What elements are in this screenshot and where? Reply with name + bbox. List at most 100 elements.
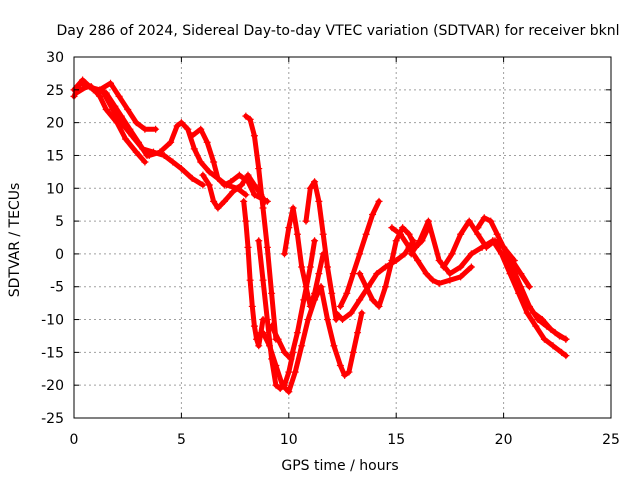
data-point-plus-marker bbox=[306, 263, 314, 271]
data-point-plus-marker bbox=[188, 132, 196, 140]
data-point-plus-marker bbox=[253, 335, 261, 343]
data-point-plus-marker bbox=[311, 178, 319, 186]
data-point-plus-marker bbox=[306, 184, 314, 192]
series-trace bbox=[260, 284, 324, 395]
series-sat-w bbox=[489, 237, 570, 360]
data-point-plus-marker bbox=[255, 342, 263, 350]
y-tick-label: 30 bbox=[46, 50, 64, 66]
data-point-plus-marker bbox=[98, 86, 106, 94]
data-point-plus-marker bbox=[304, 316, 312, 324]
data-point-plus-marker bbox=[177, 119, 185, 127]
data-point-plus-marker bbox=[145, 151, 153, 159]
data-point-plus-marker bbox=[272, 361, 280, 369]
data-point-plus-marker bbox=[396, 230, 404, 238]
data-point-plus-marker bbox=[285, 368, 293, 376]
data-point-plus-marker bbox=[229, 188, 237, 196]
data-point-plus-marker bbox=[240, 197, 248, 205]
series-sat-m bbox=[281, 204, 327, 310]
data-point-plus-marker bbox=[169, 158, 177, 166]
data-point-plus-marker bbox=[332, 309, 340, 317]
data-point-plus-marker bbox=[525, 283, 533, 291]
data-point-plus-marker bbox=[407, 250, 415, 258]
data-point-plus-marker bbox=[435, 279, 443, 287]
grid bbox=[74, 57, 611, 418]
data-point-plus-marker bbox=[311, 237, 319, 245]
data-point-plus-marker bbox=[109, 106, 117, 114]
y-tick-label: 5 bbox=[55, 214, 64, 230]
data-point-plus-marker bbox=[128, 132, 136, 140]
data-point-plus-marker bbox=[298, 263, 306, 271]
y-tick-label: 10 bbox=[46, 181, 64, 197]
data-point-plus-marker bbox=[401, 250, 409, 258]
data-point-plus-marker bbox=[115, 92, 123, 100]
data-point-plus-marker bbox=[199, 181, 207, 189]
data-point-plus-marker bbox=[562, 335, 570, 343]
data-point-plus-marker bbox=[493, 230, 501, 238]
data-point-plus-marker bbox=[210, 197, 218, 205]
data-point-plus-marker bbox=[177, 165, 185, 173]
series-trace bbox=[243, 113, 279, 342]
data-point-plus-marker bbox=[197, 125, 205, 133]
data-point-plus-marker bbox=[242, 217, 250, 225]
data-point-plus-marker bbox=[562, 352, 570, 360]
y-tick-label: 15 bbox=[46, 148, 64, 164]
data-point-plus-marker bbox=[246, 115, 254, 123]
series-trace bbox=[269, 238, 318, 362]
data-point-plus-marker bbox=[302, 217, 310, 225]
data-point-plus-marker bbox=[311, 289, 319, 297]
data-series-group bbox=[70, 76, 570, 396]
data-point-plus-marker bbox=[500, 243, 508, 251]
data-point-plus-marker bbox=[124, 106, 132, 114]
data-point-plus-marker bbox=[328, 289, 336, 297]
data-point-plus-marker bbox=[255, 165, 263, 173]
data-point-plus-marker bbox=[349, 348, 357, 356]
data-point-plus-marker bbox=[291, 368, 299, 376]
data-point-plus-marker bbox=[446, 276, 454, 284]
series-sat-p bbox=[336, 197, 383, 310]
data-point-plus-marker bbox=[435, 256, 443, 264]
data-point-plus-marker bbox=[205, 181, 213, 189]
data-point-plus-marker bbox=[214, 174, 222, 182]
data-point-plus-marker bbox=[373, 270, 381, 278]
data-point-plus-marker bbox=[220, 197, 228, 205]
series-sat-g bbox=[199, 171, 269, 212]
data-point-plus-marker bbox=[555, 332, 563, 340]
data-point-plus-marker bbox=[259, 329, 267, 337]
data-point-plus-marker bbox=[281, 348, 289, 356]
data-point-plus-marker bbox=[184, 125, 192, 133]
data-point-plus-marker bbox=[141, 125, 149, 133]
data-point-plus-marker bbox=[429, 276, 437, 284]
data-point-plus-marker bbox=[512, 276, 520, 284]
y-tick-label: -5 bbox=[50, 280, 64, 296]
chart-title: Day 286 of 2024, Sidereal Day-to-day VTE… bbox=[57, 23, 620, 39]
data-point-plus-marker bbox=[268, 322, 276, 330]
data-point-plus-marker bbox=[205, 168, 213, 176]
data-point-plus-marker bbox=[504, 263, 512, 271]
data-point-plus-marker bbox=[79, 76, 87, 84]
series-trace bbox=[303, 179, 339, 322]
series-trace bbox=[389, 225, 474, 286]
data-point-plus-marker bbox=[210, 158, 218, 166]
data-point-plus-marker bbox=[375, 197, 383, 205]
data-point-plus-marker bbox=[354, 329, 362, 337]
data-point-plus-marker bbox=[474, 224, 482, 232]
series-sat-o bbox=[317, 283, 366, 379]
data-point-plus-marker bbox=[341, 371, 349, 379]
data-point-plus-marker bbox=[300, 296, 308, 304]
data-point-plus-marker bbox=[238, 181, 246, 189]
data-point-plus-marker bbox=[285, 224, 293, 232]
data-point-plus-marker bbox=[446, 270, 454, 278]
x-tick-label: 15 bbox=[387, 432, 405, 448]
data-point-plus-marker bbox=[388, 256, 396, 264]
data-point-plus-marker bbox=[242, 191, 250, 199]
data-point-plus-marker bbox=[287, 355, 295, 363]
data-point-plus-marker bbox=[319, 230, 327, 238]
data-point-plus-marker bbox=[250, 181, 258, 189]
data-point-plus-marker bbox=[117, 119, 125, 127]
data-point-plus-marker bbox=[339, 316, 346, 324]
data-point-plus-marker bbox=[214, 204, 222, 212]
y-tick-label: -15 bbox=[41, 345, 64, 361]
data-point-plus-marker bbox=[439, 263, 447, 271]
y-tick-label: -25 bbox=[41, 411, 64, 427]
